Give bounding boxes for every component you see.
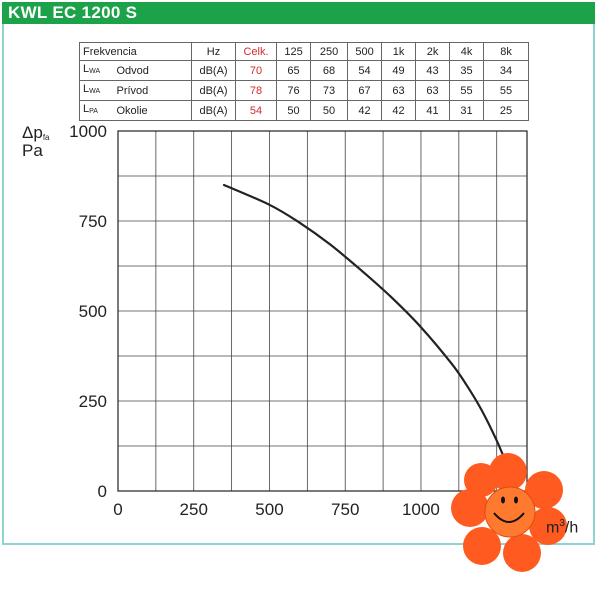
- y-tick-label: 1000: [69, 122, 107, 141]
- row-label: Okolie: [113, 100, 193, 121]
- row-value: 54: [347, 60, 383, 81]
- row-symbol: LPA: [79, 100, 114, 121]
- x-tick-label: 1000: [402, 500, 440, 519]
- row-value: 31: [449, 100, 485, 121]
- series-layer: [222, 183, 510, 471]
- row-value: 55: [483, 80, 530, 101]
- row-total: 54: [235, 100, 278, 121]
- header-cell: 500: [347, 42, 383, 61]
- row-value: 25: [483, 100, 530, 121]
- y-tick-label: 750: [79, 212, 107, 231]
- row-value: 50: [310, 100, 349, 121]
- x-axis-unit: m3/h: [546, 518, 579, 537]
- noise-table-header-row: Frekvencia Hz Celk. 125 250 500 1k 2k 4k…: [78, 42, 530, 61]
- tick-labels: 02505007501000125002505007501000: [69, 122, 515, 519]
- x-tick-label: 750: [331, 500, 359, 519]
- y-axis-label: Δpfa: [22, 123, 50, 142]
- row-value: 49: [381, 60, 417, 81]
- x-tick-label: 250: [180, 500, 208, 519]
- y-tick-label: 250: [79, 392, 107, 411]
- row-value: 50: [276, 100, 312, 121]
- row-value: 43: [415, 60, 451, 81]
- header-bar: KWL EC 1200 S: [2, 2, 595, 24]
- y-tick-label: 500: [79, 302, 107, 321]
- x-tick-label: 500: [255, 500, 283, 519]
- row-value: 55: [449, 80, 485, 101]
- noise-table: Frekvencia Hz Celk. 125 250 500 1k 2k 4k…: [78, 42, 530, 121]
- row-value: 76: [276, 80, 312, 101]
- page-title: KWL EC 1200 S: [8, 3, 138, 22]
- x-tick-label: 0: [113, 500, 122, 519]
- y-axis-unit: Pa: [22, 141, 43, 160]
- series-line: [222, 183, 510, 471]
- grid: [117, 130, 528, 492]
- row-value: 42: [381, 100, 417, 121]
- noise-table-row: LPA Okolie dB(A) 54 50 50 42 42 41 31 25: [79, 100, 530, 121]
- y-tick-label: 0: [98, 482, 107, 501]
- row-value: 63: [381, 80, 417, 101]
- row-unit: dB(A): [191, 60, 237, 81]
- row-label: Odvod: [113, 60, 193, 81]
- row-unit: dB(A): [191, 100, 237, 121]
- smiling-flower-icon: [451, 453, 567, 572]
- noise-table-row: LWA Prívod dB(A) 78 76 73 67 63 63 55 55: [79, 80, 530, 101]
- plot-border: [117, 130, 528, 492]
- header-cell: 125: [276, 42, 312, 61]
